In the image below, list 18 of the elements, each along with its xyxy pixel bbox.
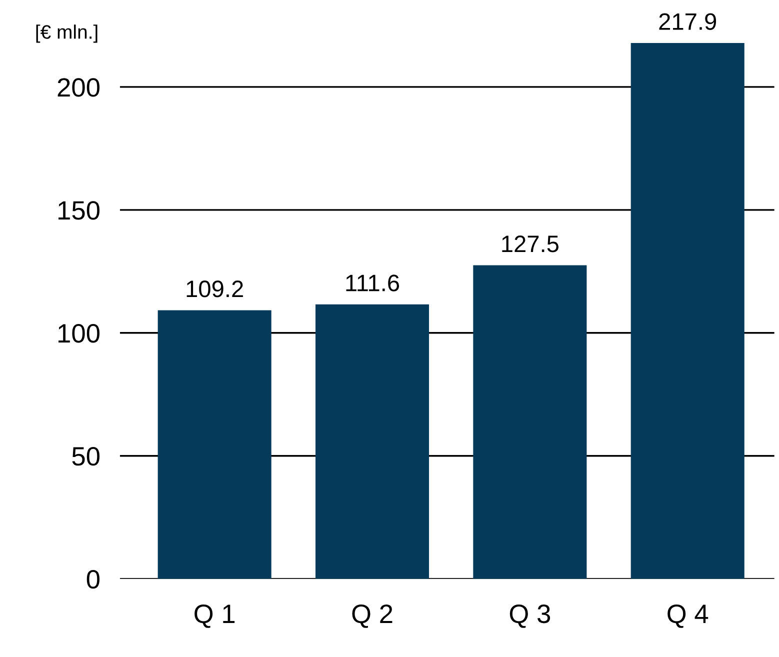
data-label: 111.6 [346, 274, 400, 292]
y-tick-label: 200 [58, 78, 100, 97]
x-tick-label: Q 4 [668, 604, 708, 628]
y-axis-title: [€ mln.] [36, 24, 98, 43]
x-tick-label: Q 2 [352, 604, 392, 628]
bar [158, 310, 272, 579]
data-label: 109.2 [186, 280, 243, 298]
data-label: 127.5 [502, 236, 558, 252]
bar [630, 42, 744, 579]
x-tick-label: Q 1 [194, 604, 235, 628]
data-label: 217.9 [659, 13, 716, 30]
y-tick-label: 150 [58, 201, 100, 220]
bar [473, 265, 587, 579]
y-tick-label: 0 [86, 570, 100, 589]
y-tick-label: 100 [58, 324, 100, 343]
y-tick-label: 50 [72, 446, 100, 466]
x-tick-label: Q 3 [510, 604, 550, 628]
bar [315, 304, 430, 579]
